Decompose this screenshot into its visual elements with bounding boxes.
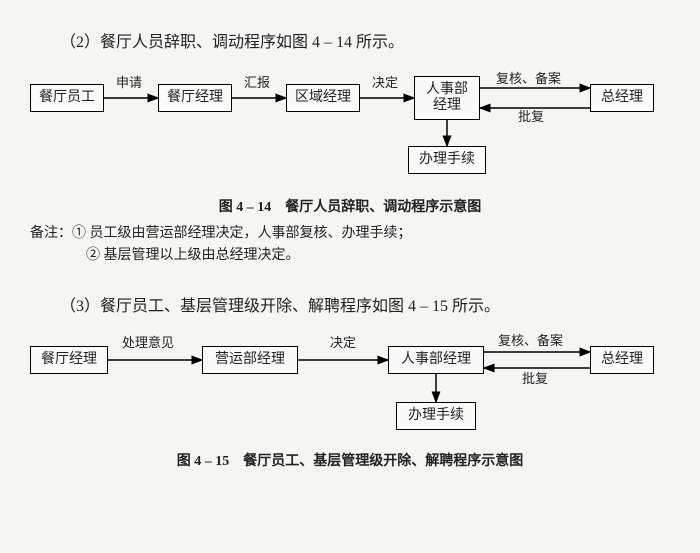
edge-label: 决定: [372, 72, 398, 91]
edge-label: 决定: [330, 332, 356, 351]
note1-text: ① 员工级由营运部经理决定，人事部复核、办理手续；: [72, 226, 412, 241]
flow-node-m2: 营运部经理: [202, 346, 298, 374]
edge-label: 复核、备案: [498, 330, 563, 349]
section2-heading: （2）餐厅人员辞职、调动程序如图 4 – 14 所示。: [60, 28, 670, 52]
edge-label: 批复: [518, 106, 544, 125]
notes-line2: ② 基层管理以上级由总经理决定。: [86, 244, 670, 264]
section3-heading: （3）餐厅员工、基层管理级开除、解聘程序如图 4 – 15 所示。: [60, 292, 670, 316]
diagram-4-15: 餐厅经理 营运部经理 人事部经理 总经理办理手续 处理意见 决定 复核、备案批复: [30, 330, 670, 440]
flow-node-m4: 总经理: [590, 346, 654, 374]
flow-node-m1: 餐厅经理: [30, 346, 108, 374]
flow-node-n4: 人事部 经理: [414, 76, 480, 120]
edge-label: 处理意见: [122, 332, 174, 351]
flow-node-n3: 区域经理: [286, 84, 360, 112]
edge-label: 复核、备案: [496, 68, 561, 87]
flow-node-n5: 总经理: [590, 84, 654, 112]
edge-label: 批复: [522, 368, 548, 387]
flow-node-n2: 餐厅经理: [158, 84, 232, 112]
flow-node-n6: 办理手续: [408, 146, 486, 174]
edge-label: 申请: [116, 72, 142, 91]
flow-node-m5: 办理手续: [396, 402, 476, 430]
flow-node-m3: 人事部经理: [388, 346, 484, 374]
caption-4-14: 图 4 – 14 餐厅人员辞职、调动程序示意图: [30, 196, 670, 216]
note-prefix: 备注：: [30, 226, 72, 241]
flow-node-n1: 餐厅员工: [30, 84, 104, 112]
diagram-4-14: 餐厅员工 餐厅经理 区域经理 人事部 经理 总经理办理手续 申请 汇报 决定 复核、备案批复: [30, 66, 670, 186]
caption-4-15: 图 4 – 15 餐厅员工、基层管理级开除、解聘程序示意图: [30, 450, 670, 470]
notes-line1: 备注：① 员工级由营运部经理决定，人事部复核、办理手续；: [30, 222, 670, 242]
edge-label: 汇报: [244, 72, 270, 91]
